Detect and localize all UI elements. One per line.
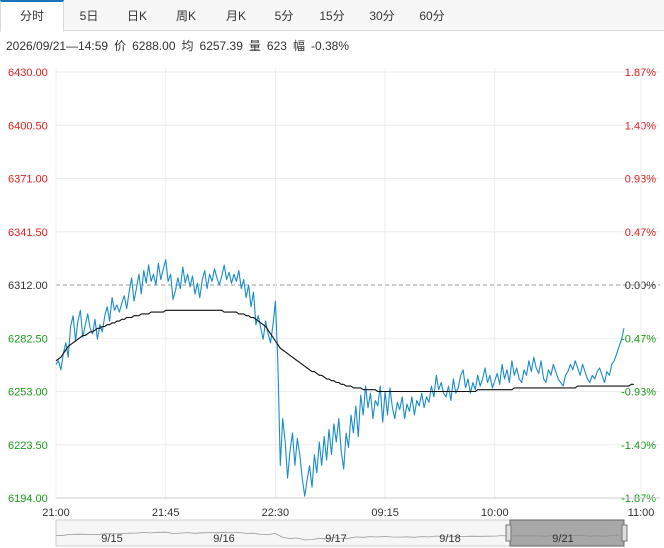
quote-volume-label: 量	[248, 39, 261, 53]
tab-weekly-k[interactable]: 周K	[175, 9, 196, 23]
tab-30min[interactable]: 30分	[369, 9, 395, 23]
quote-change-label: 幅	[292, 39, 305, 53]
quote-info-bar: 2026/09/21—14:59 价 6288.00 均 6257.39 量 623 幅 -0.…	[6, 37, 355, 54]
quote-avg-label: 均	[181, 39, 194, 53]
pct-tick-label: 0.47%	[625, 227, 656, 239]
quote-volume: 623	[266, 39, 287, 53]
y-tick-label: 6253.00	[8, 387, 48, 399]
average-line	[55, 309, 634, 393]
tab-daily-k[interactable]: 日K	[126, 9, 147, 23]
tab-60min[interactable]: 60分	[419, 9, 445, 23]
tab-intraday[interactable]: 分时	[0, 0, 64, 32]
navigator-handle-left[interactable]	[505, 524, 512, 542]
navigator-date-label: 9/18	[439, 533, 460, 545]
navigator-date-label: 9/15	[101, 533, 122, 545]
y-tick-label: 6282.50	[8, 333, 48, 345]
tab-15min[interactable]: 15分	[319, 9, 345, 23]
tab-monthly-k[interactable]: 月K	[225, 9, 246, 23]
pct-tick-label: 1.40%	[625, 120, 656, 132]
pct-tick-label: 1.87%	[625, 67, 656, 79]
price-line	[55, 259, 625, 497]
navigator-date-label: 9/21	[552, 533, 573, 545]
y-tick-label: 6194.00	[8, 493, 48, 505]
period-tab-bar: 分时 5日 日K 周K 月K 5分 15分 30分 60分	[0, 0, 664, 32]
quote-price: 6288.00	[132, 39, 176, 53]
x-tick-label: 21:00	[42, 507, 70, 519]
x-tick-label: 11:00	[628, 507, 655, 519]
navigator-handle-right[interactable]	[621, 524, 628, 542]
tab-5min[interactable]: 5分	[274, 9, 294, 23]
y-tick-label: 6341.50	[8, 227, 48, 239]
x-tick-label: 10:00	[481, 507, 509, 519]
y-tick-label: 6400.50	[8, 120, 48, 132]
navigator-date-label: 9/16	[213, 533, 234, 545]
y-tick-label: 6312.00	[8, 280, 48, 292]
pct-tick-label: -1.87%	[621, 493, 656, 505]
pct-tick-label: -1.40%	[621, 440, 656, 452]
y-tick-label: 6371.00	[8, 174, 48, 186]
x-tick-label: 22:30	[262, 507, 290, 519]
pct-tick-label: 0.00%	[625, 280, 656, 292]
pct-tick-label: -0.47%	[621, 333, 656, 345]
y-tick-label: 6430.00	[8, 67, 48, 79]
pct-tick-label: 0.93%	[625, 174, 656, 186]
pct-tick-label: -0.93%	[621, 387, 656, 399]
quote-avg: 6257.39	[199, 39, 243, 53]
quote-change: -0.38%	[310, 39, 349, 53]
quote-price-label: 价	[114, 39, 127, 53]
x-tick-label: 09:15	[371, 507, 399, 519]
navigator-date-label: 9/17	[325, 533, 346, 545]
tab-5day[interactable]: 5日	[79, 9, 99, 23]
x-tick-label: 21:45	[152, 507, 180, 519]
y-tick-label: 6223.50	[8, 440, 48, 452]
quote-time: 2026/09/21—14:59	[6, 39, 109, 53]
